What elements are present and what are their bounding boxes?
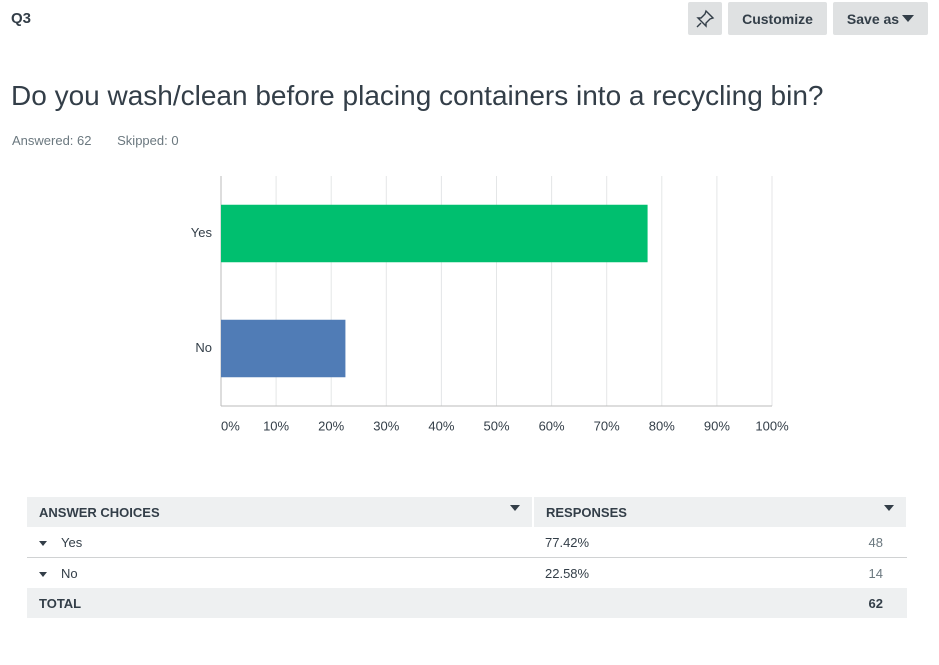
bar <box>221 204 648 263</box>
choice: No <box>61 565 78 581</box>
table-row: No 22.58% 14 <box>27 558 907 589</box>
choice-cell: Yes <box>27 527 533 558</box>
percent: 22.58% <box>545 565 590 581</box>
customize-button[interactable]: Customize <box>728 2 827 35</box>
y-tick-label: No <box>195 340 212 355</box>
x-tick-label: 90% <box>704 418 730 433</box>
total-count: 62 <box>868 595 883 611</box>
x-tick-label: 20% <box>318 418 344 433</box>
count: 14 <box>868 565 883 581</box>
x-tick-label: 40% <box>428 418 454 433</box>
table-header: ANSWER CHOICES RESPONSES <box>27 497 908 527</box>
x-tick-label: 70% <box>594 418 620 433</box>
sort-icon <box>884 504 894 511</box>
x-tick-label: 30% <box>373 418 399 433</box>
header-label: ANSWER CHOICES <box>39 504 160 520</box>
x-tick-label: 50% <box>483 418 509 433</box>
count: 48 <box>868 534 883 550</box>
button-label: Customize <box>742 10 813 27</box>
x-tick-label: 10% <box>263 418 289 433</box>
table-row: Yes 77.42% 48 <box>27 527 907 558</box>
question-title: Do you wash/clean before placing contain… <box>11 80 824 111</box>
total-label: TOTAL <box>27 588 533 618</box>
header-label: RESPONSES <box>546 504 627 520</box>
pin-button[interactable] <box>688 2 722 35</box>
header-cell[interactable]: RESPONSES <box>533 497 908 527</box>
stat-label: Skipped: <box>117 133 168 148</box>
dropdown-icon <box>902 15 915 22</box>
y-tick-label: Yes <box>191 225 213 240</box>
stat-value: 0 <box>171 133 179 148</box>
x-tick-label: 60% <box>539 418 565 433</box>
total-row: TOTAL 62 <box>27 588 907 618</box>
x-tick-label: 80% <box>649 418 675 433</box>
expand-icon[interactable] <box>39 540 47 546</box>
answer-table: ANSWER CHOICES RESPONSES Yes 77.42% 48 No… <box>27 497 908 618</box>
expand-icon[interactable] <box>39 571 47 577</box>
total-cell: 62 <box>533 588 907 618</box>
question-id: Q3 <box>11 10 32 27</box>
chart: 0% 10% 20% 30% 40% 50% 60% 70% 80% 90% 100% Yes No <box>191 176 789 433</box>
pin-icon <box>696 9 715 28</box>
x-tick-label: 0% <box>221 418 240 433</box>
response-cell: 77.42% 48 <box>533 527 907 558</box>
header-cell[interactable]: ANSWER CHOICES <box>27 497 534 527</box>
save-as-button[interactable]: Save as <box>833 2 928 35</box>
sort-icon <box>510 504 520 511</box>
percent: 77.42% <box>545 534 590 550</box>
stat-value: 62 <box>77 133 92 148</box>
bar <box>221 319 346 378</box>
button-label: Save as <box>846 10 900 27</box>
stat-label: Answered: <box>12 133 74 148</box>
x-tick-label: 100% <box>755 418 789 433</box>
choice: Yes <box>61 534 83 550</box>
response-stats: Answered: 62 Skipped: 0 <box>12 133 179 148</box>
response-cell: 22.58% 14 <box>533 558 907 589</box>
choice-cell: No <box>27 558 533 589</box>
